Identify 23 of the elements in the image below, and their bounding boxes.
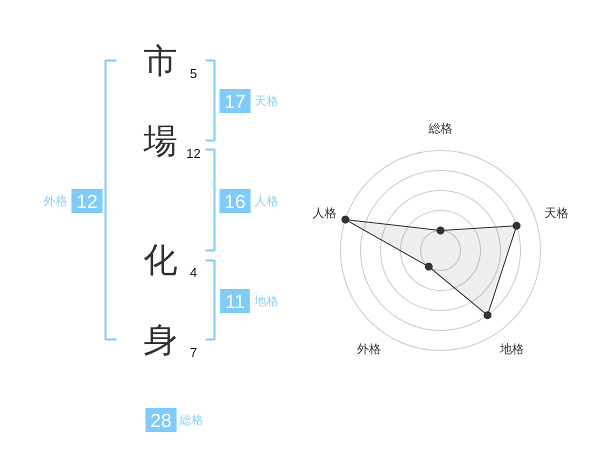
data-label: 4 [190,265,198,280]
category-label: 身 [144,322,178,360]
text: 天格 [254,94,278,108]
spoke-label: 総格 [428,122,452,136]
text: 11 [225,292,245,313]
text: 総格 [178,413,204,427]
data-label: 5 [190,66,198,81]
data-label: 7 [190,345,198,360]
spoke-label: 地格 [499,342,524,356]
text: 12 [76,192,98,213]
category-label: 化 [144,242,178,280]
text: 人格 [254,194,278,208]
category-label: 場 [142,122,178,160]
spoke-label: 外格 [356,342,381,356]
text: 16 [224,192,246,213]
category-label: 市 [144,42,178,80]
spoke-label: 人格 [312,206,336,220]
text: 外格 [44,194,68,208]
text: 地格 [254,294,278,308]
spoke-label: 天格 [544,206,569,220]
data-label: 12 [186,146,201,161]
text: 17 [224,92,246,113]
text: 28 [150,411,172,432]
